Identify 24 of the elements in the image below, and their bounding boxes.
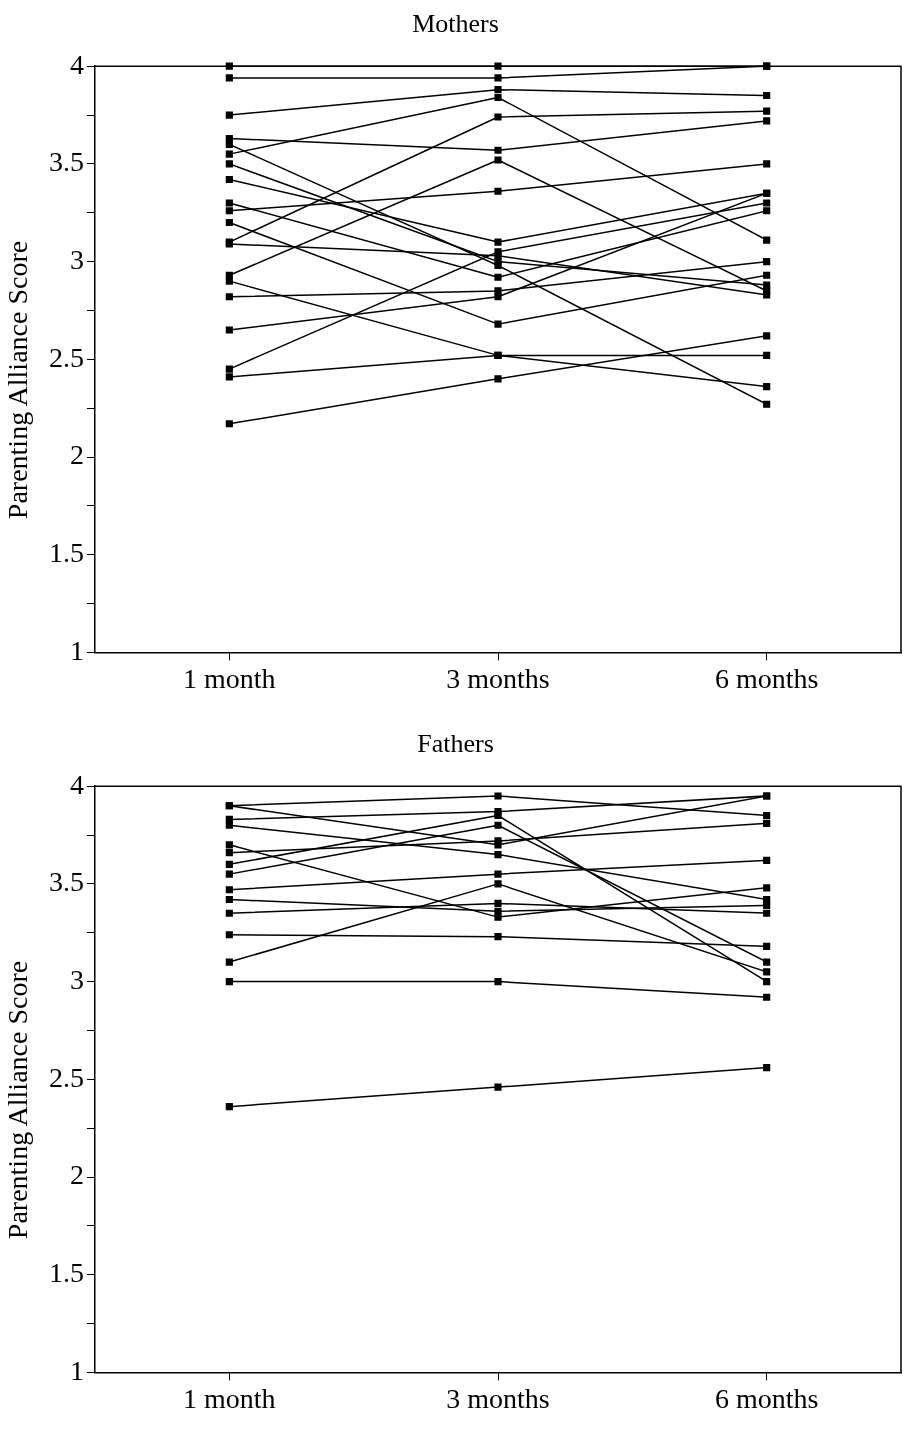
y-tick-label: 1.5 <box>49 1257 84 1289</box>
chart-title: Mothers <box>412 9 499 39</box>
y-tick-label: 1 <box>70 634 84 666</box>
y-tick-label: 2 <box>70 439 84 471</box>
y-tick-label: 3 <box>70 963 84 995</box>
x-tick-label: 3 months <box>446 662 550 694</box>
y-axis-title: Parenting Alliance Score <box>2 240 34 520</box>
x-tick-label: 6 months <box>714 662 819 694</box>
y-axis-title: Parenting Alliance Score <box>2 960 34 1240</box>
y-tick-label: 4 <box>70 768 84 800</box>
x-tick-label: 6 months <box>714 1382 819 1414</box>
y-tick-label: 2.5 <box>49 341 84 373</box>
chart-title: Fathers <box>417 729 494 759</box>
y-tick-label: 3 <box>70 243 84 275</box>
x-tick-label: 3 months <box>446 1382 550 1414</box>
y-tick-label: 2.5 <box>49 1061 84 1093</box>
y-tick-label: 3.5 <box>49 866 84 898</box>
x-tick-label: 1 month <box>183 662 276 694</box>
x-tick-label: 1 month <box>183 1382 276 1414</box>
y-tick-label: 1 <box>70 1354 84 1386</box>
y-tick-label: 2 <box>70 1159 84 1191</box>
y-tick-label: 3.5 <box>49 146 84 178</box>
y-tick-label: 4 <box>70 48 84 80</box>
y-tick-label: 1.5 <box>49 537 84 569</box>
